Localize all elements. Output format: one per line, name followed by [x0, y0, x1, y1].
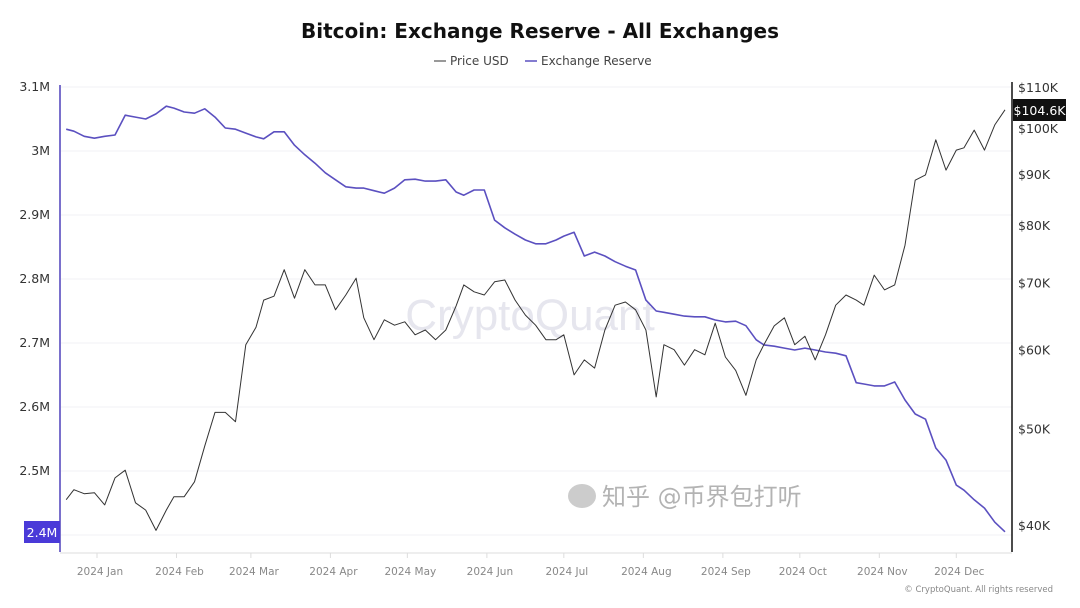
- right-axis-ticks: $40K $50K $60K $70K $80K $90K $100K $110K: [1018, 80, 1059, 533]
- left-tick-label: 2.7M: [19, 335, 50, 350]
- x-tick-label: 2024 Jun: [467, 566, 513, 578]
- left-axis-ticks: 2.5M 2.6M 2.7M 2.8M 2.9M 3M 3.1M: [19, 79, 50, 478]
- x-tick-label: 2024 Jan: [77, 566, 123, 578]
- legend-price-label[interactable]: Price USD: [450, 54, 509, 68]
- left-tick-label: 2.5M: [19, 463, 50, 478]
- x-tick-label: 2024 Aug: [621, 566, 672, 578]
- x-tick-label: 2024 Jul: [545, 566, 588, 578]
- price-badge-label: $104.6K: [1014, 103, 1067, 118]
- overlay-watermark-text: 知乎 @币界包打听: [602, 483, 802, 511]
- right-tick-label: $80K: [1018, 218, 1051, 233]
- x-tick-label: 2024 Sep: [701, 566, 751, 578]
- series-line-exchange-reserve[interactable]: [65, 105, 1006, 533]
- left-tick-label: 3M: [31, 143, 50, 158]
- right-tick-label: $40K: [1018, 518, 1051, 533]
- reserve-last-badge: 2.4M: [24, 521, 60, 543]
- x-tick-label: 2024 May: [384, 566, 436, 578]
- x-tick-label: 2024 Nov: [857, 566, 908, 578]
- x-tick-label: 2024 Dec: [934, 566, 985, 578]
- x-tick-label: 2024 Mar: [229, 566, 280, 578]
- series-line-price-usd[interactable]: [65, 109, 1006, 531]
- legend: Price USD Exchange Reserve: [434, 54, 652, 68]
- reserve-badge-label: 2.4M: [27, 525, 58, 540]
- left-tick-label: 2.8M: [19, 271, 50, 286]
- right-tick-label: $100K: [1018, 121, 1059, 136]
- cryptoquant-watermark: CryptoQuant: [405, 291, 654, 340]
- chart-title: Bitcoin: Exchange Reserve - All Exchange…: [301, 19, 779, 43]
- left-tick-label: 2.6M: [19, 399, 50, 414]
- right-tick-label: $90K: [1018, 167, 1051, 182]
- price-last-badge: $104.6K: [1013, 99, 1066, 121]
- x-axis-ticks: 2024 Jan 2024 Feb 2024 Mar 2024 Apr 2024 May…: [77, 553, 985, 578]
- chat-bubble-icon: [568, 484, 596, 508]
- right-tick-label: $50K: [1018, 421, 1051, 436]
- right-tick-label: $110K: [1018, 80, 1059, 95]
- legend-reserve-label[interactable]: Exchange Reserve: [541, 54, 652, 68]
- right-tick-label: $60K: [1018, 342, 1051, 357]
- gridlines: [60, 86, 1012, 536]
- right-tick-label: $70K: [1018, 276, 1051, 291]
- copyright: © CryptoQuant. All rights reserved: [904, 585, 1053, 595]
- overlay-watermark: 知乎 @币界包打听: [568, 483, 802, 511]
- x-tick-label: 2024 Oct: [779, 566, 827, 578]
- x-tick-label: 2024 Feb: [155, 566, 204, 578]
- reserve-badge-bg: [24, 521, 60, 543]
- left-tick-label: 3.1M: [19, 79, 50, 94]
- x-tick-label: 2024 Apr: [309, 566, 358, 578]
- left-tick-label: 2.9M: [19, 207, 50, 222]
- price-badge-bg: [1013, 99, 1066, 121]
